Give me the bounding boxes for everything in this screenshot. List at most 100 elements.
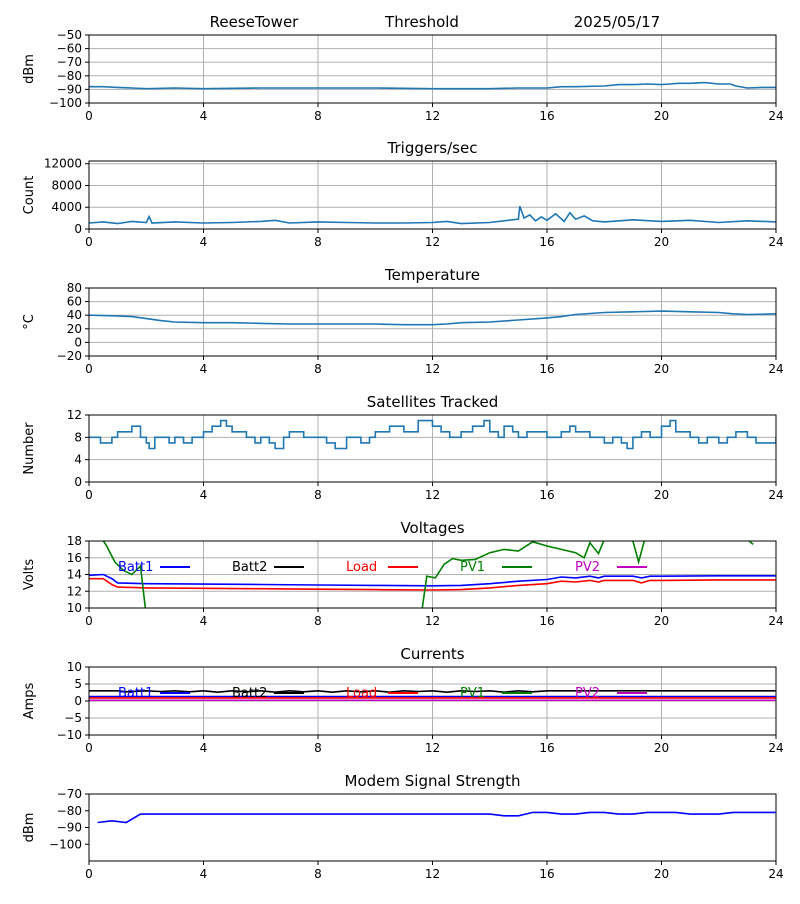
y-tick-label: −50	[57, 28, 82, 42]
x-tick-label: 12	[425, 235, 440, 249]
y-tick-label: 4	[74, 453, 82, 467]
x-tick-label: 0	[85, 109, 93, 123]
y-tick-label: 18	[67, 534, 82, 548]
y-tick-label: −5	[64, 711, 82, 725]
y-tick-label: 14	[67, 568, 82, 582]
legend-label-pv2: PV2	[575, 686, 600, 701]
x-tick-label: 12	[425, 109, 440, 123]
x-tick-label: 24	[768, 235, 783, 249]
chart-voltages: 0 4 8 12 16 20 24 10 12 14 16 18 Voltages Volts Batt1 B…	[22, 519, 784, 628]
x-tick-label: 16	[539, 614, 554, 628]
series-line-0	[89, 310, 776, 326]
x-tick-label: 0	[85, 362, 93, 376]
chart-title: Voltages	[400, 519, 464, 537]
y-tick-label: −70	[57, 787, 82, 801]
y-tick-label: −90	[57, 82, 82, 96]
x-tick-label: 12	[425, 614, 440, 628]
chart-triggers: 0 4 8 12 16 20 24 0 4000 8000 12000 Triggers/sec Cou…	[22, 139, 784, 249]
x-tick-label: 8	[314, 614, 322, 628]
y-axis-label: Number	[22, 422, 37, 475]
x-tick-label: 20	[654, 109, 669, 123]
chart-title: Temperature	[384, 266, 480, 284]
y-tick-label: 12000	[44, 157, 82, 171]
series-line-load	[89, 577, 776, 591]
y-tick-label: 0	[74, 222, 82, 236]
x-tick-label: 8	[314, 867, 322, 881]
x-tick-label: 4	[200, 109, 208, 123]
y-tick-label: −70	[57, 55, 82, 69]
y-axis-label: dBm	[22, 813, 37, 843]
x-tick-label: 4	[200, 741, 208, 755]
x-tick-label: 8	[314, 362, 322, 376]
y-tick-label: 10	[67, 601, 82, 615]
y-tick-label: 4000	[51, 200, 82, 214]
header-label: Threshold	[384, 13, 459, 31]
y-axis-label: Volts	[22, 559, 37, 591]
x-tick-label: 8	[314, 109, 322, 123]
y-tick-label: 12	[67, 584, 82, 598]
x-tick-label: 24	[768, 109, 783, 123]
x-tick-label: 4	[200, 614, 208, 628]
y-axis-label: °C	[22, 314, 37, 330]
y-tick-label: 0	[74, 475, 82, 489]
x-tick-label: 20	[654, 488, 669, 502]
y-tick-label: 12	[67, 408, 82, 422]
y-axis-label: Count	[22, 176, 37, 215]
x-tick-label: 0	[85, 488, 93, 502]
x-tick-label: 0	[85, 741, 93, 755]
x-tick-label: 4	[200, 235, 208, 249]
series-line-batt1	[89, 573, 776, 587]
y-tick-label: 5	[74, 677, 82, 691]
x-tick-label: 20	[654, 614, 669, 628]
chart-satellites: 0 4 8 12 16 20 24 0 4 8 12 Satellites Tracked Number	[22, 393, 784, 502]
header-station: ReeseTower	[210, 13, 300, 31]
x-tick-label: 24	[768, 362, 783, 376]
chart-title: Modem Signal Strength	[345, 772, 521, 790]
x-tick-label: 20	[654, 867, 669, 881]
x-tick-label: 12	[425, 362, 440, 376]
series-line-pv1	[102, 541, 754, 608]
x-tick-label: 24	[768, 867, 783, 881]
x-tick-label: 20	[654, 362, 669, 376]
y-axis-label: Amps	[22, 682, 37, 719]
x-tick-label: 8	[314, 741, 322, 755]
x-tick-label: 0	[85, 614, 93, 628]
x-tick-label: 12	[425, 867, 440, 881]
x-tick-label: 16	[539, 109, 554, 123]
legend-label-batt2: Batt2	[232, 686, 267, 701]
x-tick-label: 16	[539, 362, 554, 376]
y-tick-label: 0	[74, 335, 82, 349]
x-tick-label: 16	[539, 741, 554, 755]
y-tick-label: 8	[74, 430, 82, 444]
series-line-batt2	[89, 689, 776, 694]
legend-label-batt1: Batt1	[118, 686, 153, 701]
legend-label-pv2: PV2	[575, 560, 600, 575]
legend-label-batt2: Batt2	[232, 560, 267, 575]
legend-label-pv1: PV1	[460, 686, 485, 701]
series-line-0	[89, 205, 776, 225]
chart-threshold: 0 4 8 12 16 20 24 −100−90−80−70−60−50 dBm	[22, 28, 784, 123]
x-tick-label: 24	[768, 488, 783, 502]
x-tick-label: 8	[314, 488, 322, 502]
y-tick-label: 80	[67, 281, 82, 295]
x-tick-label: 0	[85, 867, 93, 881]
header-date: 2025/05/17	[574, 13, 660, 31]
x-tick-label: 12	[425, 741, 440, 755]
y-tick-label: 8000	[51, 178, 82, 192]
x-tick-label: 4	[200, 362, 208, 376]
y-tick-label: −90	[57, 821, 82, 835]
series-line-0	[97, 811, 776, 824]
y-tick-label: 40	[67, 308, 82, 322]
legend-label-load: Load	[346, 560, 377, 575]
x-tick-label: 16	[539, 235, 554, 249]
legend-label-batt1: Batt1	[118, 560, 153, 575]
y-tick-label: 10	[67, 660, 82, 674]
x-tick-label: 24	[768, 614, 783, 628]
chart-modem: 0 4 8 12 16 20 24 −100 −90 −80 −70 Modem Signal Str…	[22, 772, 784, 881]
y-tick-label: −20	[57, 349, 82, 363]
y-tick-label: −10	[57, 728, 82, 742]
y-tick-label: 60	[67, 295, 82, 309]
